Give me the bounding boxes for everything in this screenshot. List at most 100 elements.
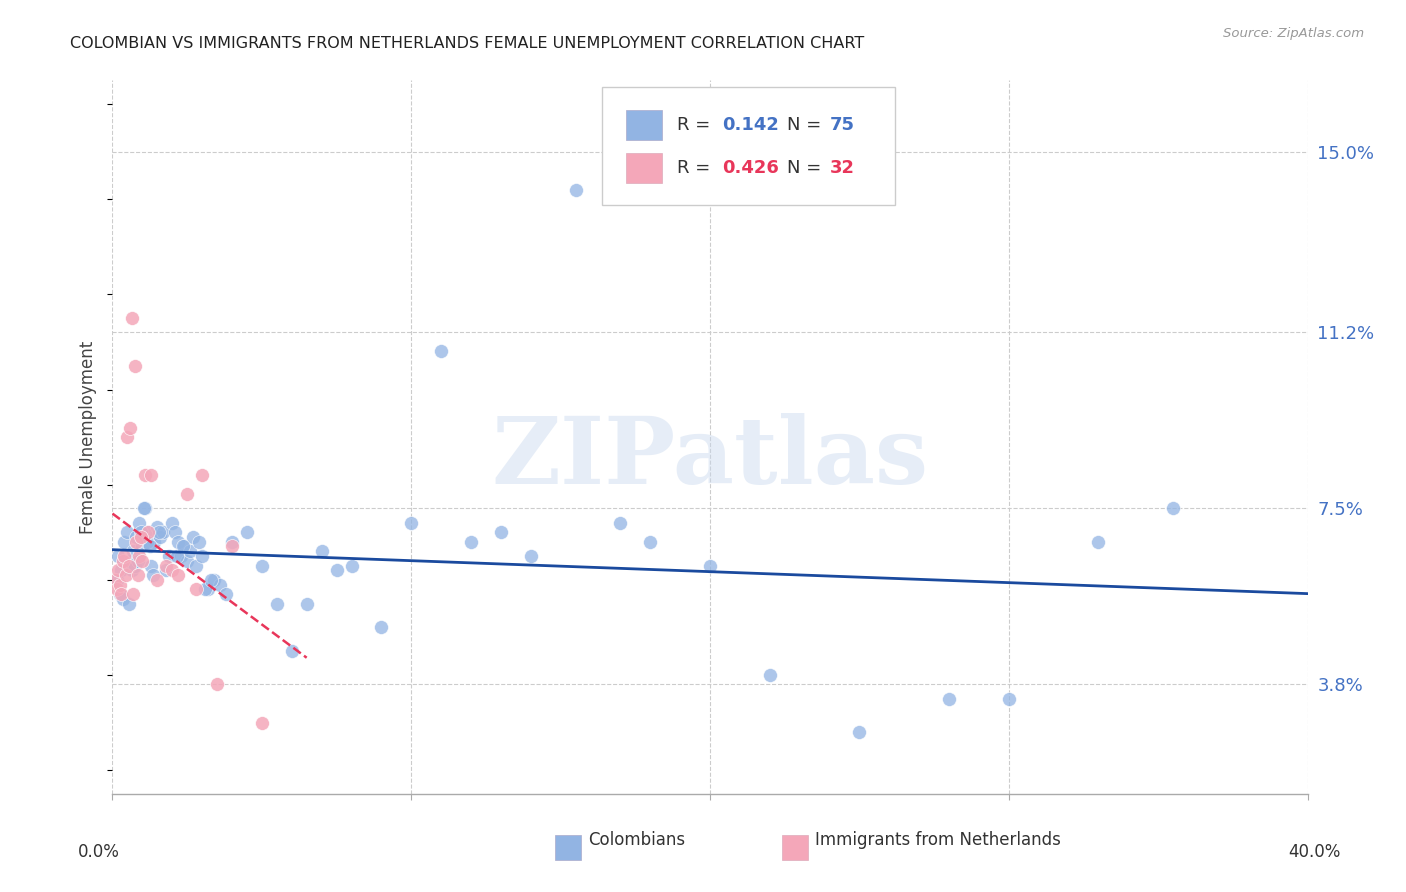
Point	[176, 487, 198, 501]
Point	[143, 534, 166, 549]
Point	[157, 549, 180, 563]
Point	[181, 530, 204, 544]
FancyBboxPatch shape	[782, 835, 808, 860]
Point	[295, 597, 318, 611]
Point	[121, 563, 143, 577]
Text: ZIPatlas: ZIPatlas	[492, 414, 928, 503]
Point	[640, 534, 662, 549]
Point	[155, 558, 177, 573]
Point	[179, 544, 201, 558]
Point	[167, 534, 190, 549]
Text: 32: 32	[830, 159, 855, 177]
Point	[166, 549, 188, 563]
Point	[209, 577, 232, 591]
Y-axis label: Female Unemployment: Female Unemployment	[79, 341, 97, 533]
Point	[141, 468, 163, 483]
Point	[236, 525, 259, 540]
Point	[281, 644, 304, 658]
Point	[170, 549, 193, 563]
Point	[221, 534, 243, 549]
Point	[117, 525, 139, 540]
Point	[152, 525, 174, 540]
Point	[197, 582, 219, 597]
Point	[127, 568, 149, 582]
FancyBboxPatch shape	[627, 153, 662, 183]
Point	[110, 587, 132, 601]
Text: 75: 75	[830, 116, 855, 134]
Text: Source: ZipAtlas.com: Source: ZipAtlas.com	[1223, 27, 1364, 40]
Point	[134, 501, 156, 516]
Point	[128, 516, 150, 530]
Point	[131, 540, 153, 554]
Text: COLOMBIAN VS IMMIGRANTS FROM NETHERLANDS FEMALE UNEMPLOYMENT CORRELATION CHART: COLOMBIAN VS IMMIGRANTS FROM NETHERLANDS…	[70, 36, 865, 51]
Point	[142, 568, 165, 582]
Point	[401, 516, 423, 530]
Point	[118, 597, 141, 611]
Point	[759, 668, 782, 682]
FancyBboxPatch shape	[627, 111, 662, 140]
Text: 0.0%: 0.0%	[77, 843, 120, 861]
Point	[172, 540, 194, 554]
Point	[120, 554, 142, 568]
Point	[124, 359, 146, 373]
Text: R =: R =	[676, 159, 716, 177]
Point	[127, 554, 149, 568]
Point	[120, 420, 142, 434]
Point	[340, 558, 363, 573]
Point	[104, 573, 127, 587]
Point	[148, 525, 170, 540]
Text: R =: R =	[676, 116, 716, 134]
Point	[460, 534, 482, 549]
Point	[165, 525, 187, 540]
Text: Colombians: Colombians	[588, 831, 685, 849]
Point	[138, 525, 160, 540]
Point	[111, 591, 134, 606]
Point	[250, 715, 273, 730]
Point	[114, 549, 135, 563]
Point	[111, 554, 134, 568]
Point	[1161, 501, 1184, 516]
Point	[155, 563, 177, 577]
Point	[699, 558, 721, 573]
Point	[609, 516, 631, 530]
Point	[134, 468, 156, 483]
Point	[311, 544, 333, 558]
FancyBboxPatch shape	[554, 835, 581, 860]
Point	[107, 563, 129, 577]
Point	[325, 563, 347, 577]
Point	[489, 525, 512, 540]
Point	[848, 725, 870, 739]
Point	[124, 558, 146, 573]
Point	[938, 691, 960, 706]
Point	[202, 573, 225, 587]
Point	[117, 430, 139, 444]
Point	[118, 558, 141, 573]
Point	[108, 577, 131, 591]
Point	[266, 597, 288, 611]
Text: N =: N =	[786, 159, 827, 177]
Point	[139, 540, 162, 554]
Point	[167, 568, 190, 582]
Point	[250, 558, 273, 573]
Text: 0.426: 0.426	[723, 159, 779, 177]
Text: N =: N =	[786, 116, 827, 134]
Point	[141, 558, 163, 573]
Point	[108, 587, 131, 601]
Point	[215, 587, 238, 601]
Point	[1087, 534, 1109, 549]
Point	[146, 520, 169, 534]
Point	[115, 568, 138, 582]
Text: Immigrants from Netherlands: Immigrants from Netherlands	[815, 831, 1062, 849]
Point	[132, 501, 155, 516]
FancyBboxPatch shape	[603, 87, 896, 205]
Point	[186, 558, 208, 573]
Point	[129, 525, 152, 540]
Point	[520, 549, 543, 563]
Point	[125, 530, 148, 544]
Point	[173, 540, 195, 554]
Point	[105, 573, 128, 587]
Point	[128, 549, 150, 563]
Text: 40.0%: 40.0%	[1288, 843, 1341, 861]
Point	[564, 183, 586, 197]
Point	[125, 534, 148, 549]
